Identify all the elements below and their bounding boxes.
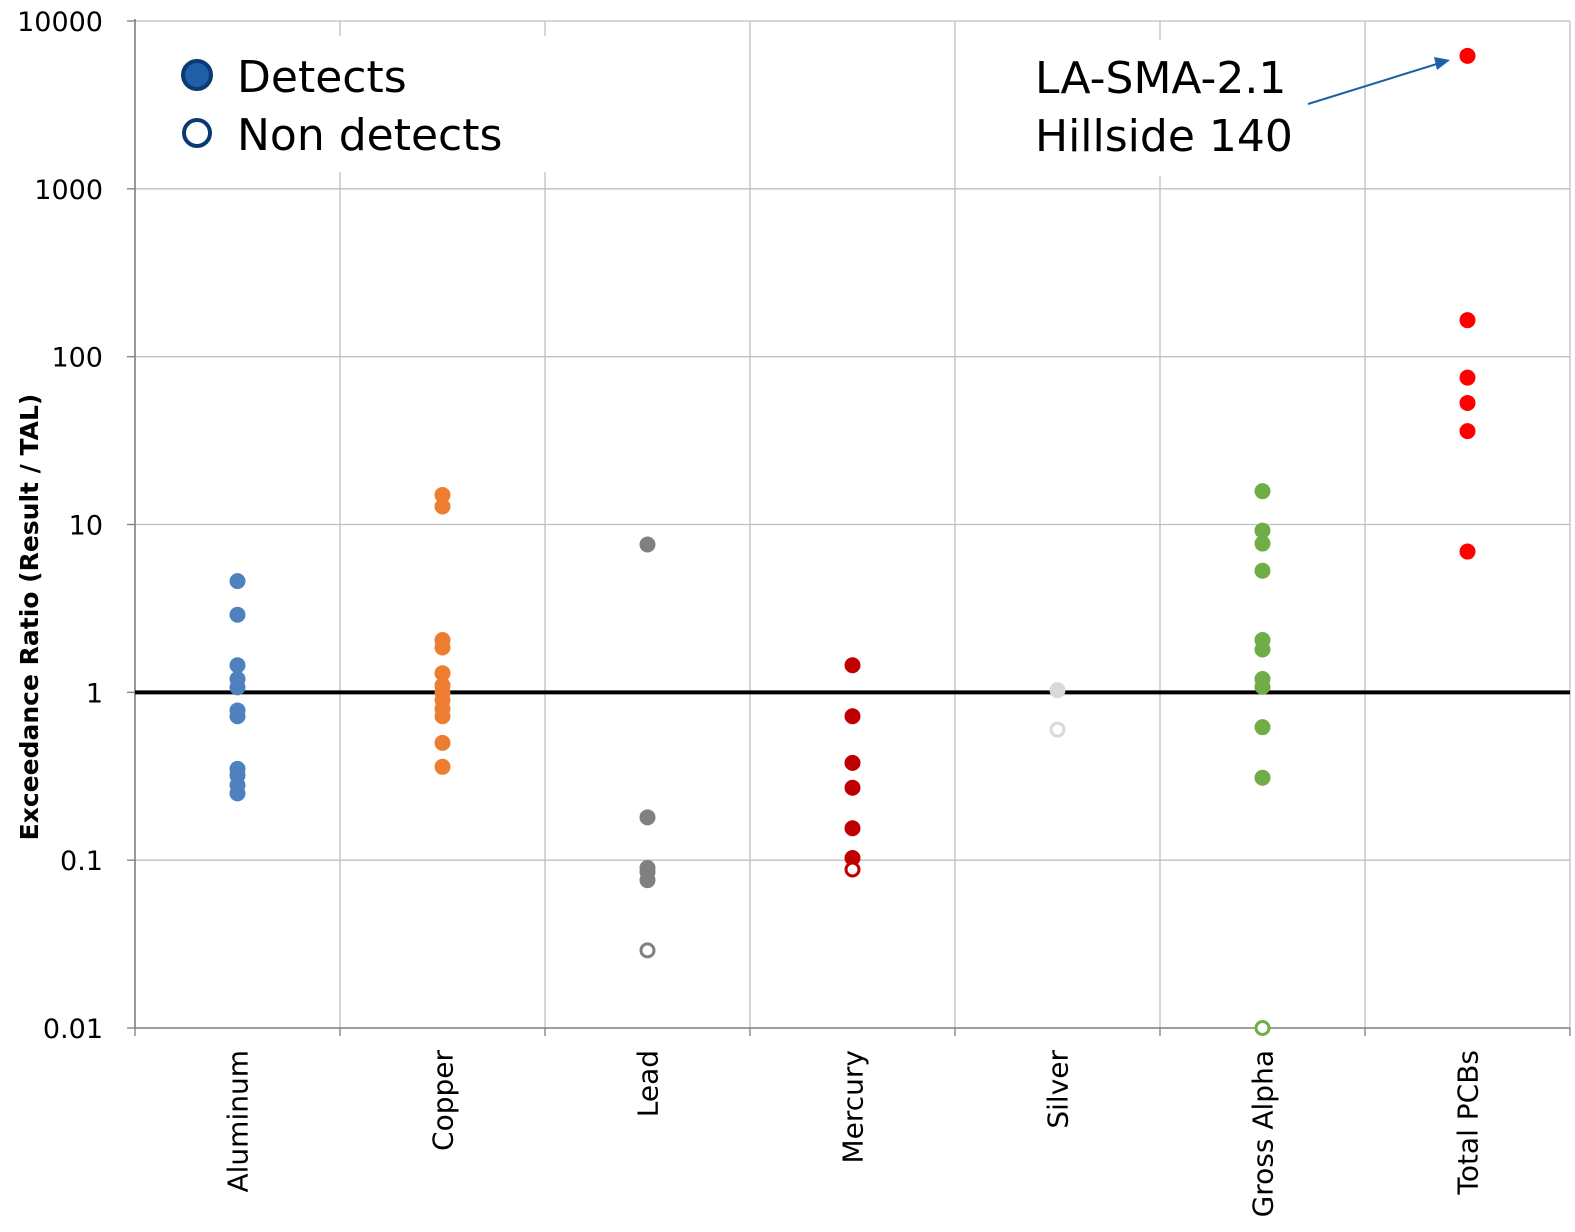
detect-point bbox=[844, 657, 861, 674]
detect-point bbox=[1459, 312, 1476, 329]
detect-point bbox=[1254, 562, 1271, 579]
detect-point bbox=[1459, 543, 1476, 560]
non-detect-point bbox=[1254, 1020, 1271, 1036]
detect-point bbox=[434, 498, 451, 515]
detect-point bbox=[1459, 394, 1476, 411]
y-tick-label: 100 bbox=[51, 343, 103, 374]
detect-point bbox=[229, 606, 246, 623]
legend-background bbox=[150, 36, 550, 172]
x-category-label: Gross Alpha bbox=[1247, 1050, 1280, 1217]
y-tick-label: 1 bbox=[86, 678, 103, 709]
detect-point bbox=[844, 754, 861, 771]
non-detect-point bbox=[1049, 721, 1066, 738]
detect-point bbox=[1254, 483, 1271, 500]
detect-point bbox=[229, 657, 246, 674]
annotation-arrow bbox=[1307, 62, 1441, 105]
detect-point bbox=[1254, 719, 1271, 736]
detect-point bbox=[229, 573, 246, 590]
detect-point bbox=[1459, 369, 1476, 386]
x-category-label: Mercury bbox=[837, 1050, 870, 1164]
annotation-line-2: Hillside 140 bbox=[1035, 111, 1293, 162]
detect-point bbox=[639, 809, 656, 826]
legend-non-detects-marker bbox=[182, 118, 212, 148]
y-tick-label: 0.01 bbox=[43, 1014, 103, 1045]
detect-point bbox=[434, 486, 451, 503]
detect-point bbox=[844, 820, 861, 837]
detect-point bbox=[844, 708, 861, 725]
detect-point bbox=[1254, 769, 1271, 786]
detect-point bbox=[229, 679, 246, 696]
detect-point bbox=[1254, 641, 1271, 658]
y-tick-label: 0.1 bbox=[60, 846, 103, 877]
non-detect-point bbox=[844, 861, 861, 878]
detect-point bbox=[844, 850, 861, 867]
detect-point bbox=[1254, 535, 1271, 552]
y-tick-label: 10 bbox=[69, 511, 103, 542]
detect-point bbox=[229, 785, 246, 802]
y-tick-labels: 0.01 0.1 1 10 100 1000 10000 bbox=[17, 7, 103, 1045]
y-axis-label: Exceedance Ratio (Result / TAL) bbox=[15, 394, 44, 841]
x-category-label: Total PCBs bbox=[1452, 1050, 1485, 1196]
legend-non-detects-label: Non detects bbox=[237, 110, 502, 161]
annotation-background bbox=[1020, 40, 1290, 176]
legend-detects-label: Detects bbox=[237, 52, 407, 103]
detect-point bbox=[844, 779, 861, 796]
data-points bbox=[229, 47, 1476, 1036]
detect-point bbox=[434, 665, 451, 682]
annotation-line-1: LA-SMA-2.1 bbox=[1035, 53, 1286, 104]
x-category-label: Aluminum bbox=[222, 1050, 255, 1193]
detect-point bbox=[1459, 423, 1476, 440]
detect-point bbox=[1049, 682, 1066, 699]
detect-point bbox=[1254, 522, 1271, 539]
detect-point bbox=[639, 872, 656, 889]
detect-point bbox=[434, 639, 451, 656]
detect-point bbox=[1254, 678, 1271, 695]
detect-point bbox=[434, 708, 451, 725]
detect-point bbox=[434, 758, 451, 775]
detect-point bbox=[434, 734, 451, 751]
x-category-label: Lead bbox=[632, 1050, 665, 1117]
non-detect-point bbox=[639, 942, 656, 959]
legend: Detects Non detects bbox=[181, 52, 502, 161]
legend-detects-marker bbox=[181, 59, 213, 91]
x-category-label: Silver bbox=[1042, 1050, 1075, 1129]
annotation-arrow-head bbox=[1434, 57, 1450, 70]
detect-point bbox=[1459, 47, 1476, 64]
detect-point bbox=[639, 536, 656, 553]
annotation: LA-SMA-2.1 Hillside 140 bbox=[1035, 53, 1450, 162]
x-category-labels: Aluminum Copper Lead Mercury Silver Gross Alp… bbox=[222, 1050, 1485, 1218]
detect-point bbox=[229, 708, 246, 725]
y-tick-label: 1000 bbox=[34, 175, 103, 206]
x-category-label: Copper bbox=[427, 1050, 460, 1151]
axes bbox=[127, 19, 1571, 1036]
y-tick-label: 10000 bbox=[17, 7, 103, 38]
